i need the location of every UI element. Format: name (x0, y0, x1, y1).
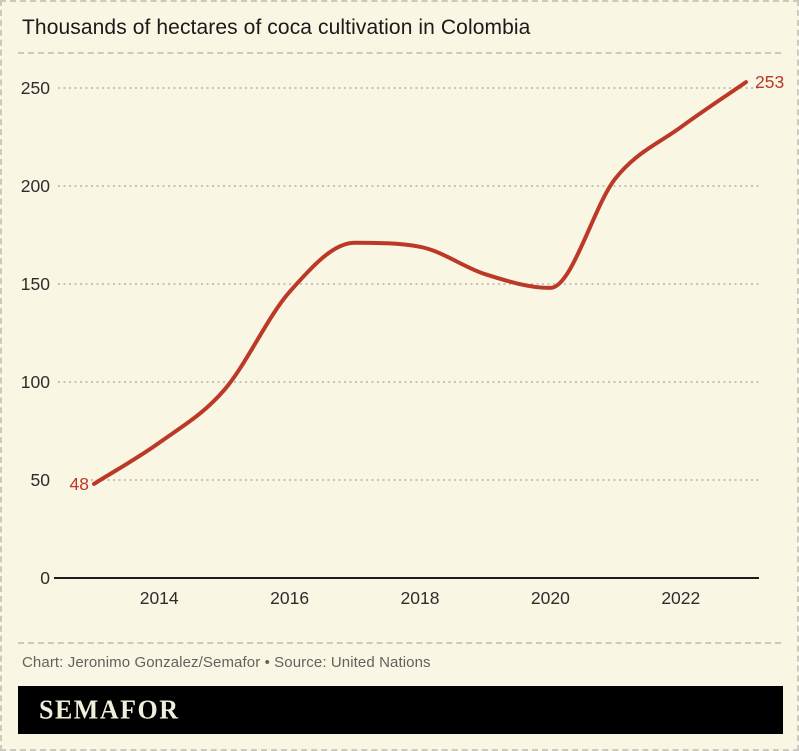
y-tick-label: 250 (21, 78, 50, 98)
x-tick-label: 2016 (270, 588, 309, 608)
endpoint-label-end: 253 (755, 72, 784, 92)
semafor-logo: SEMAFOR (39, 694, 180, 725)
endpoint-label-start: 48 (70, 474, 89, 494)
chart-title: Thousands of hectares of coca cultivatio… (22, 16, 531, 39)
endpoint-label-mask (58, 471, 91, 492)
x-tick-label: 2018 (401, 588, 440, 608)
semafor-logo-bar: SEMAFOR (18, 686, 783, 734)
data-line (92, 80, 748, 486)
y-tick-label: 50 (31, 470, 51, 490)
x-tick-label: 2014 (140, 588, 179, 608)
y-tick-label: 0 (40, 568, 50, 588)
chart-caption: Chart: Jeronimo Gonzalez/Semafor • Sourc… (22, 654, 431, 671)
caption-divider (18, 642, 781, 644)
title-divider (18, 52, 781, 54)
x-tick-label: 2022 (661, 588, 700, 608)
y-tick-label: 150 (21, 274, 50, 294)
y-tick-label: 200 (21, 176, 50, 196)
x-tick-label: 2020 (531, 588, 570, 608)
y-tick-label: 100 (21, 372, 50, 392)
